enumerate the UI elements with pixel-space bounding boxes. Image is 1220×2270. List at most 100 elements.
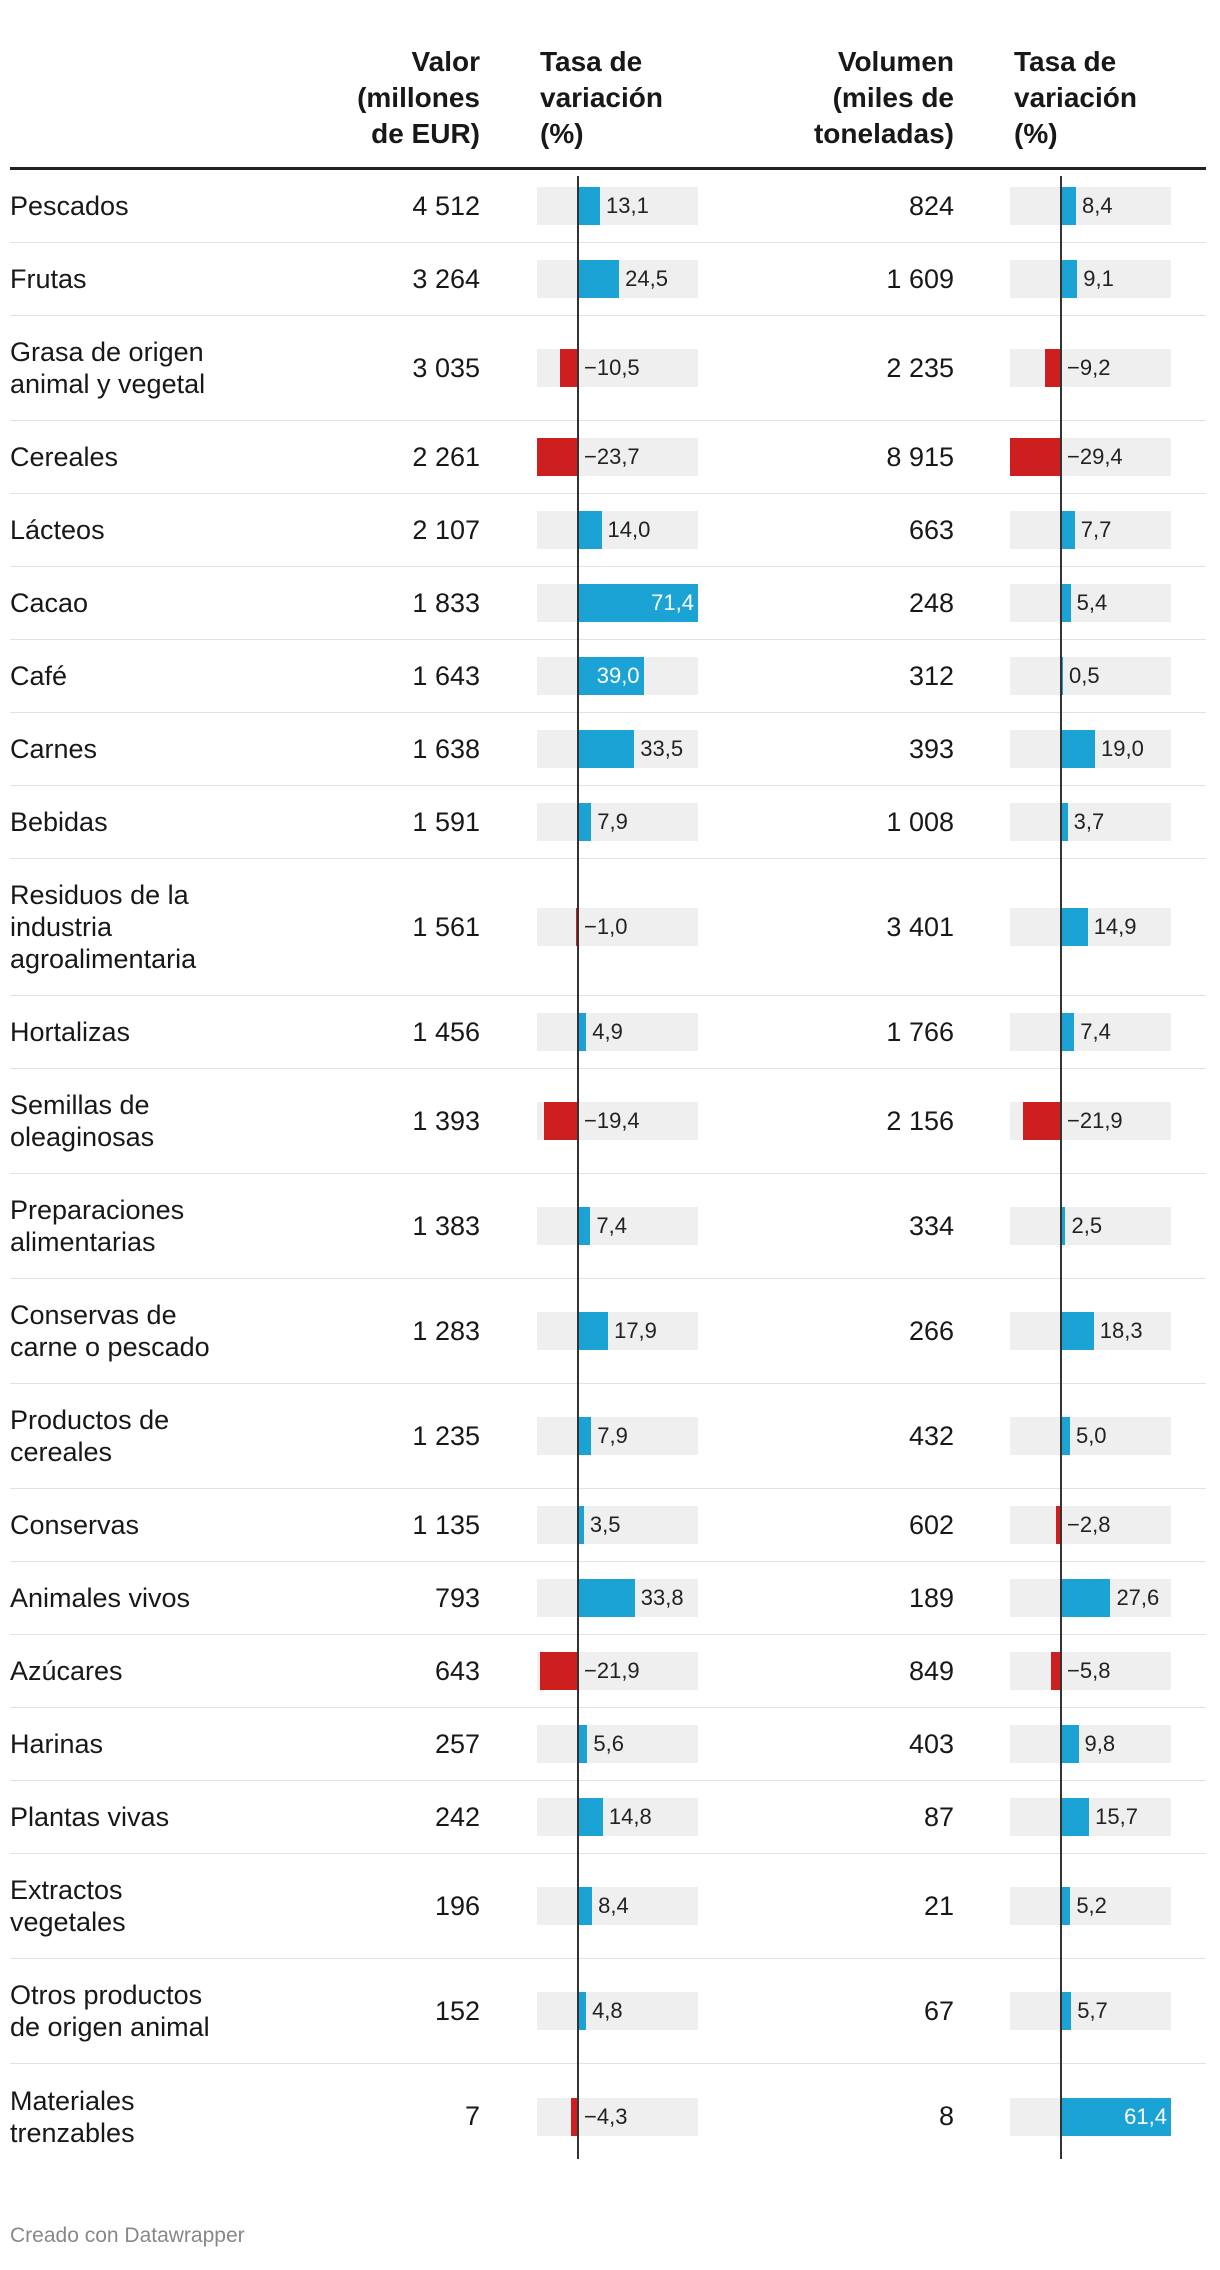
- valor-change-bar-label: −21,9: [584, 1658, 640, 1683]
- volumen-change-bar-cell: 5,4: [1010, 567, 1171, 639]
- valor-change-bar-label: 33,8: [640, 1585, 684, 1610]
- valor-change-bar-positive: [578, 1207, 591, 1245]
- volumen-change-bar-track: [1010, 1013, 1171, 1051]
- valor-change-bar-positive: [578, 1579, 635, 1617]
- row-name: Conservas: [10, 1510, 140, 1540]
- row-valor: 2 261: [412, 441, 480, 472]
- table-row: Residuos de la industria agroalimentaria…: [10, 859, 1206, 996]
- row-name: Cacao: [10, 588, 89, 618]
- volumen-change-bar-track: [1010, 1887, 1171, 1925]
- valor-change-bar-cell: −10,5: [537, 316, 698, 420]
- volumen-change-bar-positive: [1061, 2097, 1171, 2136]
- row-valor: 3 035: [412, 352, 480, 383]
- row-valor: 152: [434, 1995, 480, 2026]
- valor-change-bar-cell: 39,0: [537, 640, 698, 712]
- volumen-change-bar-label: −21,9: [1067, 1108, 1123, 1133]
- volumen-change-bar-track: [1010, 349, 1171, 387]
- row-valor: 643: [434, 1655, 480, 1686]
- volumen-change-bar-positive: [1061, 1013, 1075, 1051]
- volumen-change-bar-cell: 9,8: [1010, 1708, 1171, 1780]
- row-volumen: 266: [908, 1315, 954, 1346]
- valor-change-bar-cell: 33,5: [537, 713, 698, 785]
- row-volumen: 248: [908, 587, 954, 618]
- table-row: Lácteos 2 107 663 14,0 7,7: [10, 494, 1206, 567]
- valor-change-bar-cell: 4,8: [537, 1959, 698, 2063]
- valor-change-bar-track: [537, 2097, 698, 2136]
- valor-change-bar-positive: [578, 584, 698, 622]
- row-name: Hortalizas: [10, 1017, 131, 1047]
- row-volumen: 21: [923, 1890, 954, 1921]
- row-name: Café: [10, 661, 68, 691]
- volumen-change-bar-cell: −9,2: [1010, 316, 1171, 420]
- volumen-change-bar-positive: [1061, 1579, 1111, 1617]
- valor-change-bar-positive: [578, 1417, 592, 1455]
- valor-change-bar-label: 4,8: [592, 1998, 623, 2023]
- valor-change-bar-cell: 7,9: [537, 1384, 698, 1488]
- valor-change-bar-positive: [578, 1992, 587, 2030]
- volumen-change-bar-cell: 2,5: [1010, 1174, 1171, 1278]
- valor-change-bar-label: 7,4: [596, 1213, 628, 1238]
- volumen-change-bar-label: 5,7: [1077, 1998, 1108, 2023]
- row-volumen: 602: [908, 1509, 954, 1540]
- row-name: Pescados: [10, 191, 129, 221]
- volumen-change-bar-track: [1010, 803, 1171, 841]
- table-row: Otros productos de origen animal 152 67 4,8…: [10, 1959, 1206, 2064]
- row-volumen: 432: [908, 1420, 954, 1451]
- row-volumen: 3 401: [886, 911, 954, 942]
- row-valor: 3 264: [412, 263, 480, 294]
- valor-change-bar-label: 14,0: [607, 517, 651, 542]
- valor-change-bar-cell: 14,0: [537, 494, 698, 566]
- row-valor: 793: [434, 1582, 480, 1613]
- valor-change-bar-cell: 7,9: [537, 786, 698, 858]
- valor-change-bar-negative: [540, 1652, 578, 1690]
- row-name: Frutas: [10, 264, 87, 294]
- volumen-change-bar-negative: [1056, 1506, 1061, 1544]
- row-name: Bebidas: [10, 807, 108, 837]
- volumen-change-bar-cell: 0,5: [1010, 640, 1171, 712]
- valor-change-bar-label: 7,9: [597, 809, 628, 834]
- volumen-change-bar-track: [1010, 1506, 1171, 1544]
- table-row: Bebidas 1 591 1 008 7,9 3,7: [10, 786, 1206, 859]
- row-name: Cereales: [10, 442, 119, 472]
- volumen-change-bar-label: 19,0: [1101, 736, 1144, 761]
- volumen-change-bar-cell: −2,8: [1010, 1489, 1171, 1561]
- volumen-change-bar-cell: 19,0: [1010, 713, 1171, 785]
- valor-change-bar-track: [537, 187, 698, 225]
- row-volumen: 312: [908, 660, 954, 691]
- volumen-change-bar-cell: 3,7: [1010, 786, 1171, 858]
- volumen-change-bar-cell: 5,0: [1010, 1384, 1171, 1488]
- valor-change-bar-cell: 7,4: [537, 1174, 698, 1278]
- valor-change-bar-label: 17,9: [614, 1318, 657, 1343]
- volumen-change-bar-negative: [1010, 438, 1061, 476]
- row-volumen: 1 008: [886, 806, 954, 837]
- header-tasa-valor: Tasa de variación (%): [540, 46, 663, 149]
- valor-change-bar-positive: [578, 1798, 603, 1836]
- volumen-change-bar-label: −9,2: [1067, 355, 1111, 380]
- row-volumen: 1 609: [886, 263, 954, 294]
- volumen-change-bar-positive: [1061, 803, 1068, 841]
- row-volumen: 334: [908, 1210, 954, 1241]
- valor-change-bar-track: [537, 908, 698, 946]
- volumen-change-bar-positive: [1061, 1887, 1071, 1925]
- row-name: Conservas de carne o pescado: [10, 1300, 210, 1362]
- volumen-change-bar-cell: 14,9: [1010, 859, 1171, 995]
- row-name: Productos de cereales: [10, 1405, 170, 1467]
- valor-change-bar-positive: [578, 657, 644, 695]
- valor-change-bar-label: −10,5: [584, 355, 640, 380]
- valor-change-bar-positive: [578, 1013, 587, 1051]
- row-name: Plantas vivas: [10, 1802, 170, 1832]
- data-table: Valor (millones de EUR) Tasa de variació…: [10, 0, 1206, 2169]
- row-volumen: 663: [908, 514, 954, 545]
- table-row: Productos de cereales 1 235 432 7,9 5,0: [10, 1384, 1206, 1489]
- volumen-change-bar-label: 14,9: [1093, 914, 1137, 939]
- valor-change-bar-track: [537, 1992, 698, 2030]
- row-valor: 1 833: [412, 587, 480, 618]
- row-name: Otros productos de origen animal: [10, 1980, 210, 2042]
- row-volumen: 2 156: [886, 1105, 954, 1136]
- valor-change-bar-label: 33,5: [640, 736, 684, 761]
- volumen-change-bar-label: 7,7: [1080, 517, 1112, 542]
- valor-change-bar-positive: [578, 1725, 588, 1763]
- volumen-change-bar-cell: 7,7: [1010, 494, 1171, 566]
- volumen-change-bar-positive: [1061, 730, 1096, 768]
- volumen-change-bar-label: 3,7: [1073, 809, 1105, 834]
